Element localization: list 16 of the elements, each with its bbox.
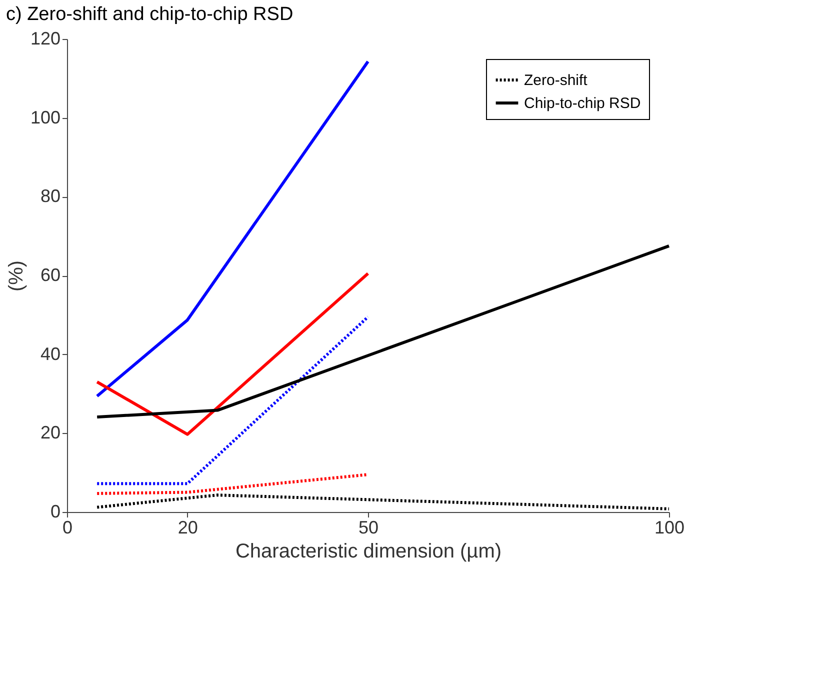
chart-title: c) Zero-shift and chip-to-chip RSD: [6, 4, 294, 25]
y-tick-label: 20: [40, 422, 60, 443]
y-tick-label: 60: [40, 265, 60, 285]
y-tick-label: 80: [40, 186, 60, 206]
y-tick-label: 100: [30, 107, 60, 128]
x-axis-title: Characteristic dimension (µm): [235, 540, 502, 562]
x-tick-label: 20: [178, 518, 198, 538]
y-tick-label: 0: [50, 502, 60, 522]
legend-label: Zero-shift: [524, 72, 588, 89]
x-tick-label: 50: [358, 518, 379, 538]
x-tick-label: 0: [62, 518, 73, 538]
legend-label: Chip-to-chip RSD: [524, 95, 641, 112]
y-axis-title: (%): [5, 260, 28, 292]
y-tick-label: 120: [30, 28, 60, 48]
x-tick-label: 100: [654, 518, 685, 538]
y-tick-label: 40: [40, 344, 60, 364]
